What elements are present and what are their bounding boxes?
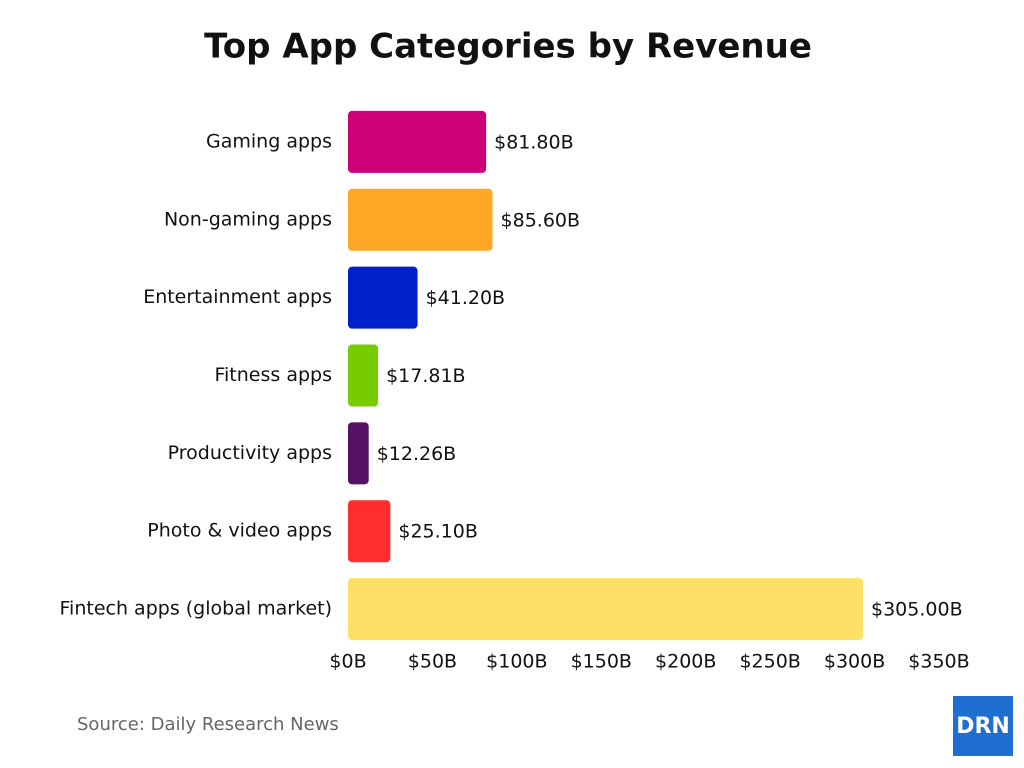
source: Source: Daily Research News bbox=[77, 714, 339, 735]
y-tick-label: Gaming apps bbox=[206, 130, 332, 152]
y-tick-label: Non-gaming apps bbox=[164, 208, 332, 230]
bar bbox=[348, 344, 379, 407]
y-tick-label: Photo & video apps bbox=[147, 520, 332, 542]
bar bbox=[348, 188, 493, 251]
y-tick-label: Entertainment apps bbox=[143, 286, 332, 308]
x-tick-label: $350B bbox=[908, 651, 969, 673]
value-label: $17.81B bbox=[386, 365, 466, 387]
value-label: $305.00B bbox=[871, 599, 963, 621]
x-tick-label: $250B bbox=[739, 651, 800, 673]
bar bbox=[348, 422, 369, 485]
value-label: $81.80B bbox=[494, 131, 574, 153]
logo-box bbox=[953, 696, 1013, 756]
x-tick-label: $300B bbox=[824, 651, 885, 673]
value-label: $41.20B bbox=[426, 287, 506, 309]
y-tick-label: Fintech apps (global market) bbox=[60, 598, 332, 620]
bar bbox=[348, 500, 391, 563]
x-tick-label: $50B bbox=[408, 651, 457, 673]
value-label: $25.10B bbox=[398, 521, 478, 543]
logo: DRN bbox=[956, 714, 1010, 739]
value-label: $85.60B bbox=[501, 209, 581, 231]
x-tick-label: $100B bbox=[486, 651, 547, 673]
bar bbox=[348, 110, 487, 173]
chart-title: Top App Categories by Revenue bbox=[204, 27, 812, 67]
y-tick-label: Productivity apps bbox=[168, 442, 332, 464]
x-tick-label: $150B bbox=[571, 651, 632, 673]
x-tick-label: $0B bbox=[329, 651, 366, 673]
value-label: $12.26B bbox=[377, 443, 457, 465]
x-tick-label: $200B bbox=[655, 651, 716, 673]
bar bbox=[348, 578, 864, 641]
y-tick-label: Fitness apps bbox=[214, 364, 332, 386]
bar bbox=[348, 266, 418, 329]
